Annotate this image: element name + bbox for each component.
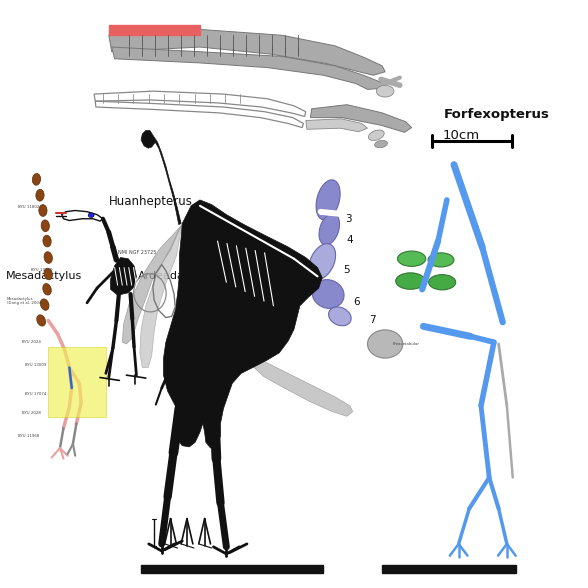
Ellipse shape [329, 307, 351, 326]
Ellipse shape [429, 275, 456, 290]
Bar [382, 565, 516, 573]
Ellipse shape [41, 220, 49, 232]
Text: BYU 17110: BYU 17110 [31, 269, 52, 272]
Text: BYU 11802: BYU 11802 [18, 205, 39, 209]
Polygon shape [112, 47, 383, 89]
Text: 10cm: 10cm [443, 129, 480, 142]
Text: NMI NGF 23725: NMI NGF 23725 [118, 250, 156, 255]
Text: BYU 13009: BYU 13009 [25, 363, 46, 366]
Text: BYU 11968: BYU 11968 [18, 435, 39, 438]
Text: 4: 4 [347, 235, 353, 246]
Ellipse shape [369, 130, 384, 141]
Text: 3: 3 [345, 213, 352, 224]
Ellipse shape [32, 173, 41, 185]
Text: Mesadactylus: Mesadactylus [6, 271, 82, 282]
Ellipse shape [368, 330, 403, 358]
Polygon shape [122, 225, 182, 344]
Polygon shape [310, 105, 412, 132]
Polygon shape [306, 119, 368, 132]
Polygon shape [141, 131, 181, 225]
Ellipse shape [316, 180, 340, 220]
Polygon shape [111, 258, 136, 295]
Ellipse shape [43, 283, 51, 295]
Text: BYU 17074: BYU 17074 [25, 392, 46, 396]
Text: 7: 7 [369, 315, 376, 326]
Ellipse shape [88, 213, 94, 218]
Text: Huanhepterus: Huanhepterus [109, 195, 193, 208]
Ellipse shape [396, 273, 425, 289]
Ellipse shape [43, 235, 51, 247]
Ellipse shape [37, 315, 45, 326]
Text: BYU 2028: BYU 2028 [22, 411, 41, 415]
Bar [141, 565, 323, 573]
Text: Preacetabular: Preacetabular [393, 342, 420, 346]
Polygon shape [254, 359, 353, 416]
Ellipse shape [44, 268, 52, 280]
Ellipse shape [428, 253, 454, 267]
Ellipse shape [309, 243, 336, 280]
Ellipse shape [375, 141, 387, 148]
Polygon shape [140, 223, 182, 368]
Ellipse shape [397, 251, 426, 266]
Ellipse shape [39, 205, 47, 216]
Text: Ardeadactylus: Ardeadactylus [138, 271, 218, 282]
Ellipse shape [319, 213, 339, 245]
Text: BYU 2024: BYU 2024 [22, 340, 41, 344]
Text: 6: 6 [353, 296, 359, 307]
Text: Mesadactylus
(Dong et al. 2004): Mesadactylus (Dong et al. 2004) [7, 297, 43, 305]
Text: 5: 5 [343, 265, 349, 276]
Bar [109, 25, 200, 35]
Ellipse shape [312, 280, 344, 308]
Ellipse shape [376, 85, 394, 97]
Bar [48, 347, 106, 417]
Ellipse shape [41, 299, 49, 310]
Ellipse shape [36, 189, 44, 201]
Polygon shape [163, 200, 322, 448]
Text: Forfexopterus: Forfexopterus [444, 108, 550, 121]
Polygon shape [109, 29, 385, 75]
Ellipse shape [44, 252, 52, 263]
